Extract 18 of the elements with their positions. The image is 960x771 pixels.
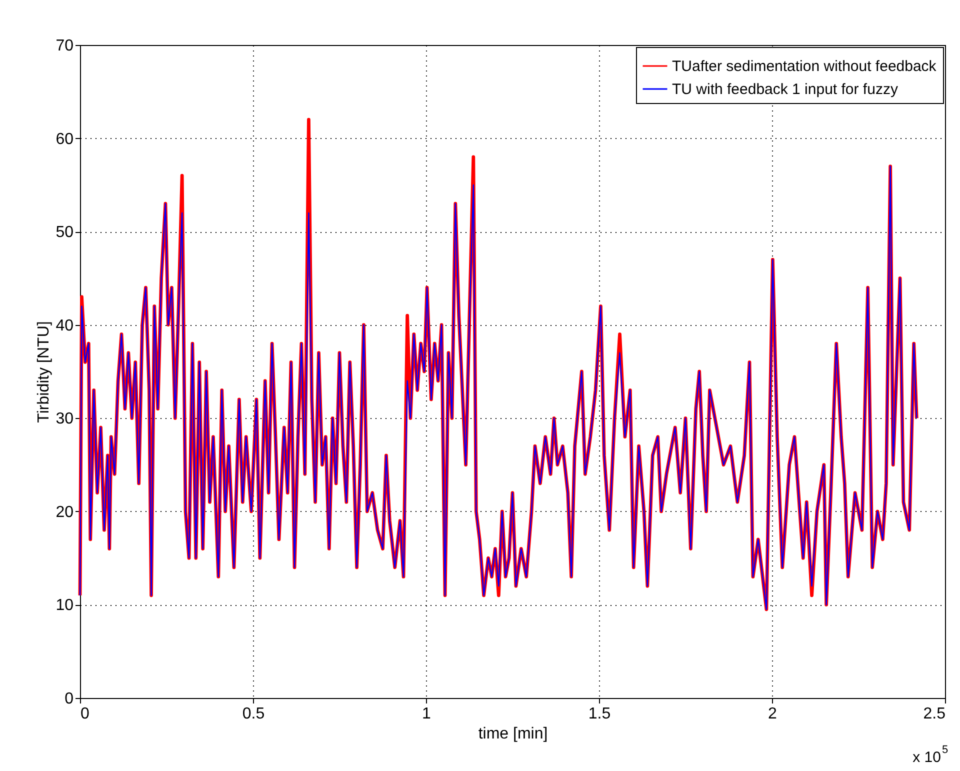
- y-tick-label: 0: [64, 690, 74, 708]
- y-tick-label: 20: [56, 504, 74, 521]
- x-tick-label: 0.5: [242, 706, 265, 722]
- y-tick-label: 10: [56, 597, 74, 614]
- y-tick-label: 70: [56, 38, 74, 54]
- y-tick-label: 40: [56, 317, 74, 334]
- y-tick-label: 50: [56, 224, 74, 242]
- x-tick-label: 1.5: [588, 706, 611, 722]
- y-tick-label: 30: [56, 410, 74, 428]
- x-axis-title: time [min]: [478, 726, 548, 742]
- x-tick-label: 2.5: [923, 706, 946, 722]
- legend-label: TU with feedback 1 input for fuzzy: [672, 81, 898, 98]
- y-tick-label: 60: [56, 130, 74, 148]
- x-tick-label: 0: [80, 706, 90, 722]
- x-tick-label: 1: [422, 706, 432, 722]
- y-axis-title: Tirbidity [NTU]: [36, 321, 53, 423]
- x-tick-label: 2: [768, 706, 778, 722]
- legend-label: TUafter sedimentation without feedback: [672, 58, 937, 75]
